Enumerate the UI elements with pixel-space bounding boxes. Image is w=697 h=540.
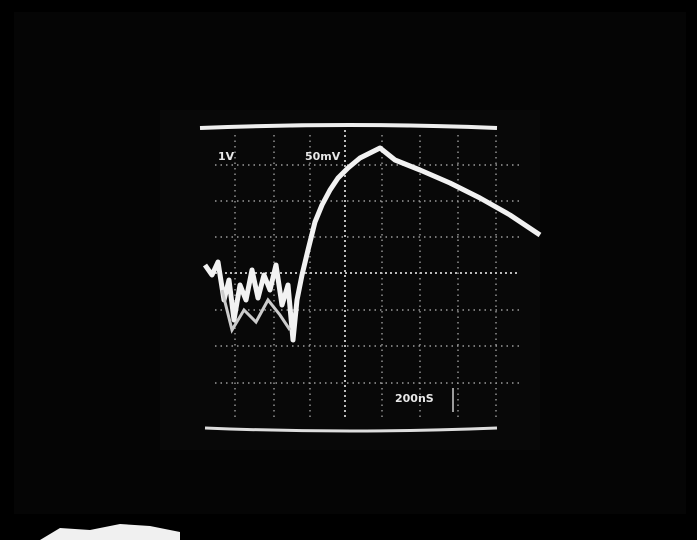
graticule (215, 130, 520, 420)
screen-edge-bottom (204, 426, 498, 433)
waveform-noise (220, 289, 292, 334)
timebase-label: 200nS (395, 392, 434, 405)
waveform (202, 145, 542, 343)
channel-2-label: 50mV (305, 150, 341, 163)
corner-mark (40, 524, 180, 540)
channel-1-label: 1V (218, 150, 235, 163)
screen (160, 110, 540, 450)
screen-edge-top (199, 123, 498, 130)
